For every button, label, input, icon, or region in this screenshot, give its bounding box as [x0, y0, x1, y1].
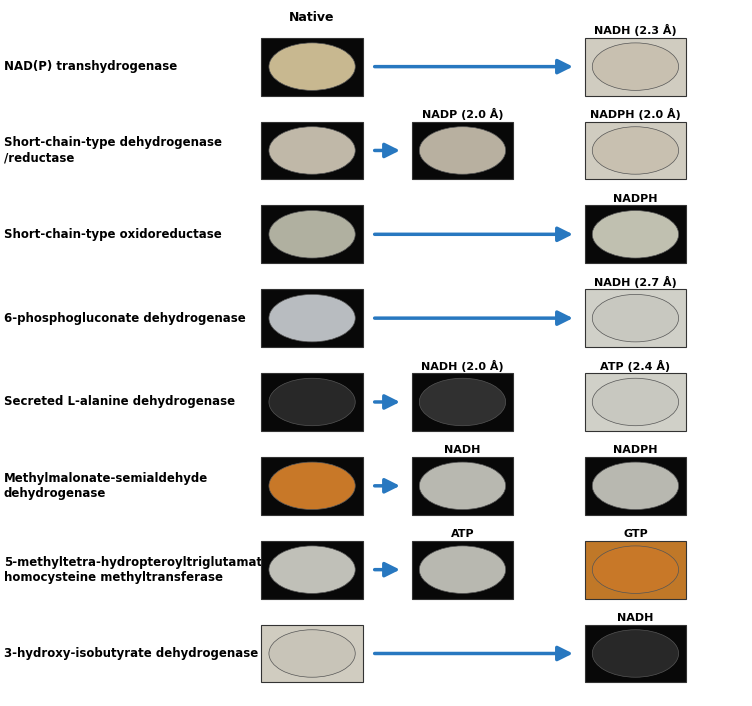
Bar — [412, 121, 513, 179]
Text: NADH: NADH — [617, 613, 653, 623]
Bar — [412, 541, 513, 599]
Ellipse shape — [420, 378, 505, 426]
Bar — [262, 625, 363, 683]
Bar — [262, 205, 363, 263]
Text: 5-methyltetra-hydropteroyltriglutamate-
homocysteine methyltransferase: 5-methyltetra-hydropteroyltriglutamate- … — [4, 556, 274, 584]
Bar — [585, 121, 686, 179]
Text: NADH (2.0 Å): NADH (2.0 Å) — [421, 359, 504, 371]
Bar — [262, 289, 363, 347]
Ellipse shape — [420, 462, 505, 510]
Bar — [585, 373, 686, 431]
Bar — [585, 289, 686, 347]
Ellipse shape — [269, 378, 355, 426]
Bar — [262, 121, 363, 179]
Ellipse shape — [269, 630, 355, 677]
Bar — [262, 373, 363, 431]
Bar — [262, 37, 363, 95]
Text: Short-chain-type oxidoreductase: Short-chain-type oxidoreductase — [4, 228, 222, 241]
Text: GTP: GTP — [623, 530, 647, 539]
Bar — [412, 373, 513, 431]
Ellipse shape — [593, 378, 678, 426]
Text: NADPH: NADPH — [613, 194, 658, 204]
Ellipse shape — [420, 127, 505, 174]
Text: ATP: ATP — [450, 530, 475, 539]
Ellipse shape — [593, 630, 678, 677]
Text: NAD(P) transhydrogenase: NAD(P) transhydrogenase — [4, 60, 177, 73]
Ellipse shape — [269, 127, 355, 174]
Text: 6-phosphogluconate dehydrogenase: 6-phosphogluconate dehydrogenase — [4, 311, 245, 325]
Bar — [585, 625, 686, 683]
Bar — [585, 37, 686, 95]
Text: Methylmalonate-semialdehyde
dehydrogenase: Methylmalonate-semialdehyde dehydrogenas… — [4, 472, 208, 500]
Ellipse shape — [593, 43, 678, 90]
Text: 3-hydroxy-isobutyrate dehydrogenase: 3-hydroxy-isobutyrate dehydrogenase — [4, 647, 258, 660]
Text: Secreted L-alanine dehydrogenase: Secreted L-alanine dehydrogenase — [4, 395, 235, 409]
Text: ATP (2.4 Å): ATP (2.4 Å) — [600, 359, 671, 371]
Bar — [412, 457, 513, 515]
Ellipse shape — [420, 546, 505, 593]
Ellipse shape — [593, 127, 678, 174]
Text: NADPH: NADPH — [613, 445, 658, 455]
Bar — [585, 205, 686, 263]
Text: Short-chain-type dehydrogenase
/reductase: Short-chain-type dehydrogenase /reductas… — [4, 136, 222, 164]
Ellipse shape — [593, 210, 678, 258]
Text: NADH: NADH — [444, 445, 481, 455]
Text: NADH (2.3 Å): NADH (2.3 Å) — [594, 24, 677, 36]
Ellipse shape — [269, 294, 355, 342]
Ellipse shape — [269, 43, 355, 90]
Text: Native: Native — [290, 11, 335, 23]
Ellipse shape — [593, 462, 678, 510]
Bar — [585, 457, 686, 515]
Ellipse shape — [269, 546, 355, 593]
Ellipse shape — [593, 546, 678, 593]
Text: NADPH (2.0 Å): NADPH (2.0 Å) — [590, 108, 681, 120]
Bar — [585, 541, 686, 599]
Ellipse shape — [269, 462, 355, 510]
Ellipse shape — [269, 210, 355, 258]
Text: NADH (2.7 Å): NADH (2.7 Å) — [594, 276, 677, 288]
Ellipse shape — [593, 294, 678, 342]
Bar — [262, 541, 363, 599]
Text: NADP (2.0 Å): NADP (2.0 Å) — [422, 108, 503, 120]
Bar — [262, 457, 363, 515]
